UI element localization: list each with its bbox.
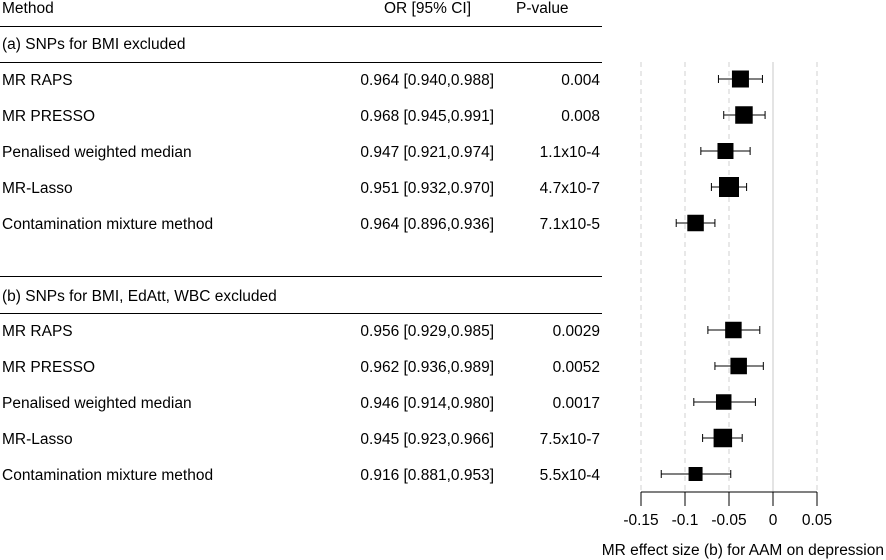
section-a-title: (a) SNPs for BMI excluded <box>2 36 186 53</box>
table-row-pvalue: 0.0017 <box>552 395 600 412</box>
table-row-method: Contamination mixture method <box>2 216 214 233</box>
table-row-method: MR RAPS <box>2 72 73 89</box>
estimate-marker <box>735 106 753 124</box>
estimate-marker <box>717 143 734 159</box>
estimate-marker <box>725 321 742 339</box>
table-row-or: 0.964 [0.896,0.936] <box>360 216 494 233</box>
table-row-pvalue: 7.5x10-7 <box>539 431 600 448</box>
section-a-rule <box>0 62 602 63</box>
header-or-ci: OR [95% CI] <box>384 0 471 17</box>
x-tick-label: -0.1 <box>672 512 699 529</box>
x-axis-title: MR effect size (b) for AAM on depression <box>602 542 884 559</box>
header-method: Method <box>2 0 54 17</box>
table-row-pvalue: 0.008 <box>561 108 600 125</box>
table-row-pvalue: 0.0029 <box>552 323 600 340</box>
table-row-or: 0.946 [0.914,0.980] <box>360 395 494 412</box>
table-row-method: Penalised weighted median <box>2 144 192 161</box>
x-tick-label: -0.15 <box>623 512 658 529</box>
estimate-marker <box>730 357 747 375</box>
x-tick-label: -0.05 <box>711 512 746 529</box>
table-row-pvalue: 4.7x10-7 <box>539 180 600 197</box>
table-row-method: Contamination mixture method <box>2 467 214 484</box>
estimate-marker <box>715 394 732 410</box>
table-row-or: 0.951 [0.932,0.970] <box>360 180 494 197</box>
table-row-or: 0.956 [0.929,0.985] <box>360 323 494 340</box>
table-row-or: 0.962 [0.936,0.989] <box>360 359 494 376</box>
x-tick-label: 0 <box>769 512 778 529</box>
table-row-method: MR-Lasso <box>2 180 73 197</box>
header-pvalue: P-value <box>516 0 569 17</box>
section-b-rule <box>0 313 602 314</box>
section-b-top-rule <box>0 276 602 277</box>
estimate-marker <box>688 467 703 481</box>
table-row-pvalue: 0.004 <box>561 72 600 89</box>
table-row-or: 0.916 [0.881,0.953] <box>360 467 494 484</box>
table-row-or: 0.945 [0.923,0.966] <box>360 431 494 448</box>
table-row-or: 0.947 [0.921,0.974] <box>360 144 494 161</box>
table-row-pvalue: 1.1x10-4 <box>539 144 600 161</box>
table-row-pvalue: 0.0052 <box>552 359 600 376</box>
table-row-method: MR-Lasso <box>2 431 73 448</box>
table-row-method: MR PRESSO <box>2 359 96 376</box>
table-row-method: MR PRESSO <box>2 108 96 125</box>
table-row-method: Penalised weighted median <box>2 395 192 412</box>
section-b-title: (b) SNPs for BMI, EdAtt, WBC excluded <box>2 288 277 305</box>
header-rule <box>0 26 602 27</box>
x-tick-label: 0.05 <box>802 512 832 529</box>
table-row-pvalue: 7.1x10-5 <box>539 216 600 233</box>
table-row-or: 0.964 [0.940,0.988] <box>360 72 494 89</box>
table-row-method: MR RAPS <box>2 323 73 340</box>
estimate-marker <box>713 428 733 448</box>
table-row-or: 0.968 [0.945,0.991] <box>360 108 494 125</box>
estimate-marker <box>687 214 704 232</box>
estimate-marker <box>719 177 739 197</box>
estimate-marker <box>731 70 749 88</box>
table-row-pvalue: 5.5x10-4 <box>539 467 600 484</box>
